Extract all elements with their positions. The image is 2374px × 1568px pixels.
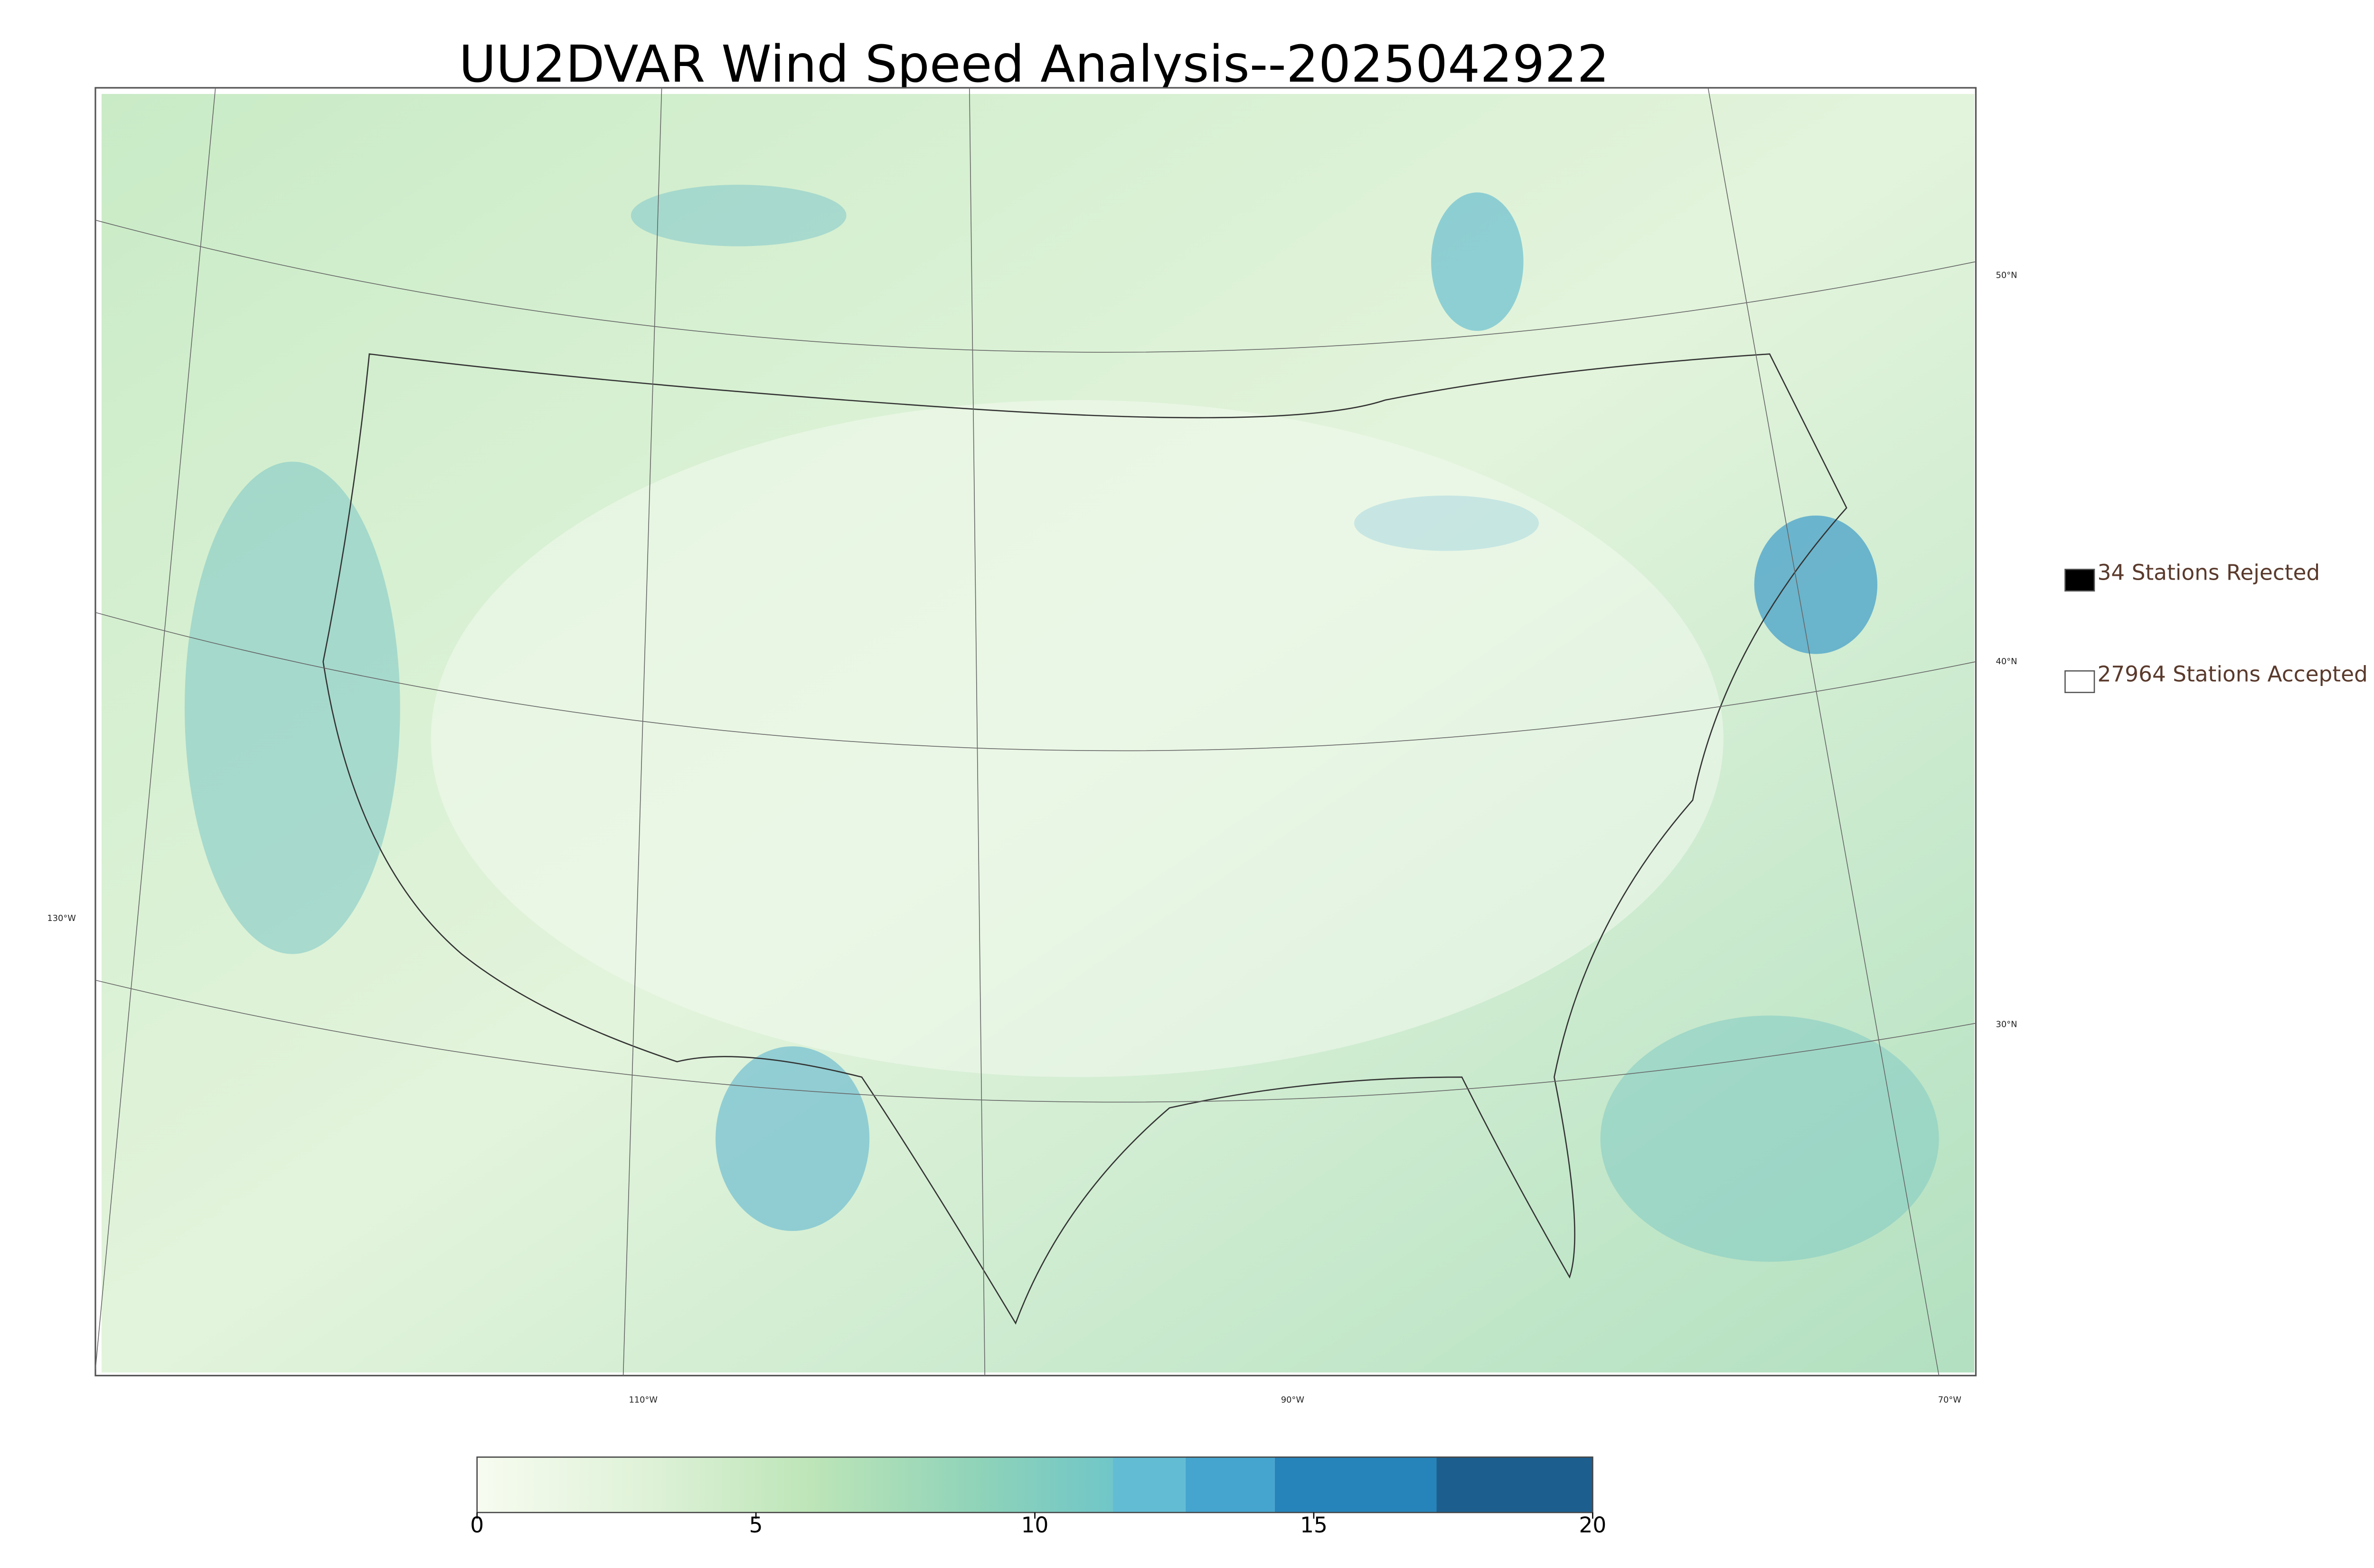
legend-swatch — [2064, 670, 2095, 693]
lat-label: 40°N — [1996, 657, 2017, 667]
colorbar-tick-label: 0 — [470, 1512, 484, 1538]
wind-region — [1431, 192, 1524, 331]
wind-region — [1600, 1015, 1939, 1262]
lat-label: 50°N — [1996, 270, 2017, 280]
legend: 34 Stations Rejected 27964 Stations Accep… — [2064, 560, 2368, 693]
title: UU2DVAR Wind Speed Analysis--2025042922 — [459, 35, 1609, 94]
map — [94, 87, 1977, 1377]
lon-label: 130°W — [47, 913, 76, 923]
colorbar-tick-label: 15 — [1300, 1512, 1328, 1538]
graticule-lines — [95, 87, 1976, 1376]
lat-label: 30°N — [1996, 1020, 2017, 1030]
colorbar-band — [1113, 1457, 1186, 1513]
colorbar-tick-label: 20 — [1579, 1512, 1607, 1538]
colorbar-gradient — [477, 1457, 1113, 1513]
coastline — [322, 353, 1847, 1325]
colorbar: 0 5 10 15 20 — [470, 1456, 1607, 1538]
legend-label: 27964 Stations Accepted — [2097, 662, 2367, 687]
lon-label: 90°W — [1281, 1395, 1305, 1405]
lon-label: 70°W — [1938, 1395, 1962, 1405]
graticule-labels: 50°N 40°N 30°N 130°W 110°W 90°W 70°W — [47, 270, 2017, 1405]
wind-region — [1754, 515, 1877, 654]
colorbar-tick-label: 5 — [749, 1512, 763, 1538]
wind-region — [716, 1046, 870, 1231]
wind-region — [631, 185, 847, 246]
wind-region — [184, 461, 400, 954]
legend-swatch — [2064, 569, 2095, 592]
colorbar-band — [1185, 1457, 1275, 1513]
colorbar-band — [1436, 1457, 1593, 1513]
legend-label: 34 Stations Rejected — [2097, 560, 2320, 585]
lon-label: 110°W — [629, 1395, 658, 1405]
colorbar-tick-label: 10 — [1021, 1512, 1049, 1538]
land-region — [431, 400, 1724, 1077]
colorbar-band — [1274, 1457, 1437, 1513]
